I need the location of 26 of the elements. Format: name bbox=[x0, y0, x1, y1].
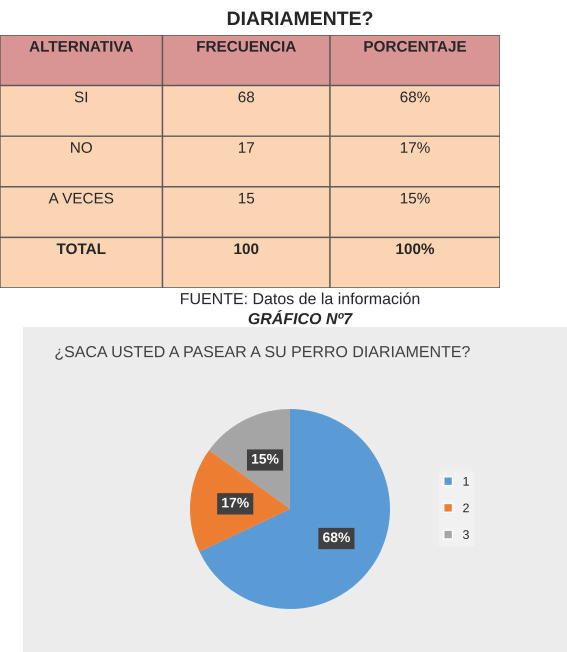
text: DIARIAMENTE? bbox=[228, 11, 372, 26]
text: 15 bbox=[238, 192, 254, 204]
text: A VECES bbox=[48, 192, 114, 204]
legend-label: 1 bbox=[463, 476, 469, 486]
text: 68 bbox=[238, 92, 254, 102]
text: FRECUENCIA bbox=[197, 40, 296, 52]
text: SI bbox=[74, 92, 88, 102]
data-label: 15% bbox=[252, 454, 279, 464]
text: TOTAL bbox=[56, 243, 106, 254]
legend-label: 2 bbox=[463, 504, 469, 512]
pie-slice bbox=[200, 409, 390, 609]
text: 68% bbox=[400, 92, 430, 102]
text: 17 bbox=[238, 142, 254, 153]
text: ALTERNATIVA bbox=[29, 41, 134, 52]
data-label: 17% bbox=[222, 498, 249, 508]
text: PORCENTAJE bbox=[364, 40, 466, 52]
text: 15% bbox=[400, 192, 430, 204]
chart-title: ¿SACA USTED A PASEAR A SU PERRO DIARIAMENTE? bbox=[55, 346, 470, 360]
text: NO bbox=[71, 142, 92, 153]
legend-label: 3 bbox=[462, 530, 469, 540]
source-note: FUENTE: Datos de la información bbox=[181, 292, 420, 304]
text: GRÁFICO Nº7 bbox=[248, 310, 353, 324]
text: 100% bbox=[396, 243, 434, 254]
data-label: 68% bbox=[323, 532, 350, 542]
text: 100 bbox=[234, 243, 258, 254]
text: 17% bbox=[400, 142, 430, 153]
